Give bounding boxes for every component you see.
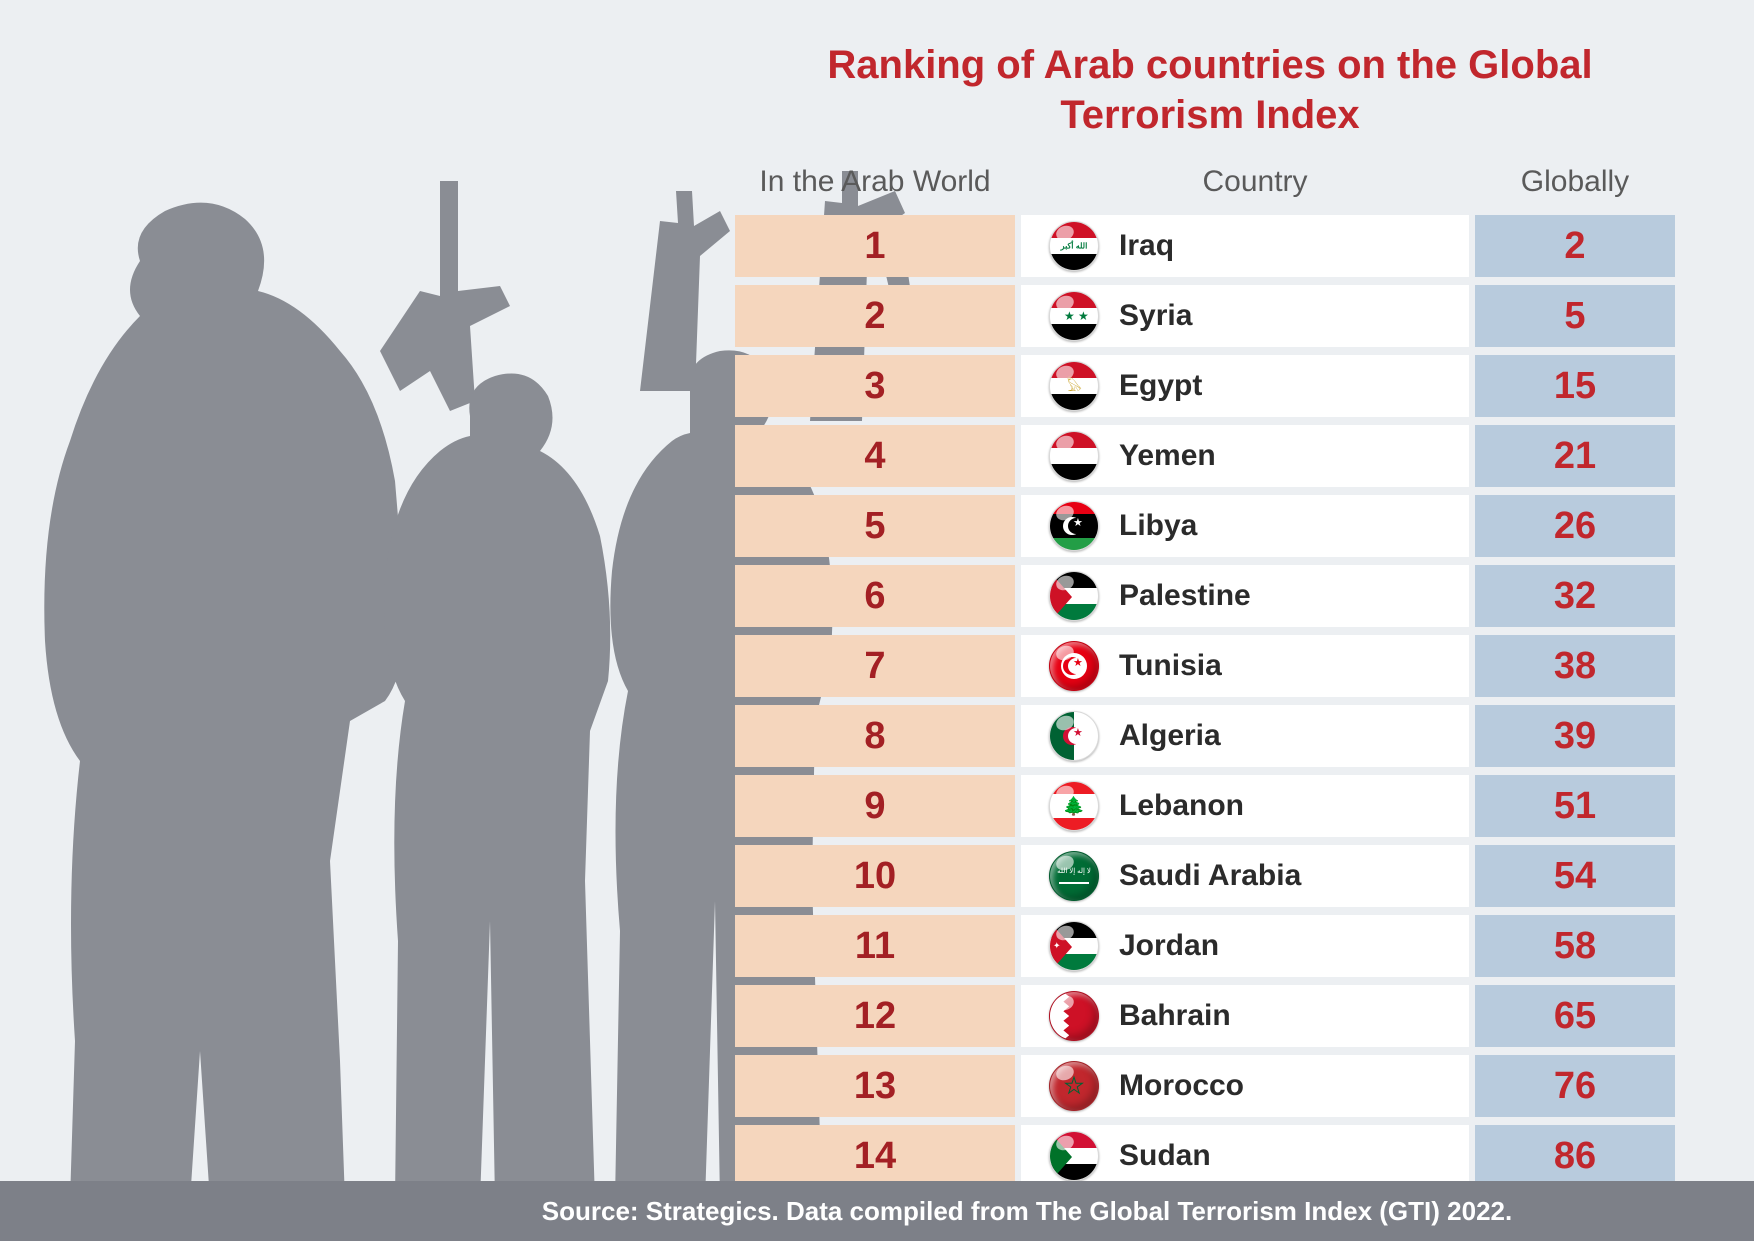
table-row: 4 Yemen 21 [735, 425, 1675, 487]
lebanon-flag-icon: 🌲 [1049, 781, 1099, 831]
yemen-flag-icon [1049, 431, 1099, 481]
country-cell: الله أكبر Iraq [1021, 215, 1469, 277]
country-name: Egypt [1119, 369, 1202, 403]
global-rank-cell: 39 [1475, 705, 1675, 767]
palestine-flag-icon [1049, 571, 1099, 621]
country-name: Palestine [1119, 579, 1251, 613]
sudan-flag-icon [1049, 1131, 1099, 1181]
arab-rank-cell: 11 [735, 915, 1015, 977]
tunisia-flag-icon: ★ [1049, 641, 1099, 691]
arab-rank-cell: 5 [735, 495, 1015, 557]
country-cell: Sudan [1021, 1125, 1469, 1187]
country-cell: Bahrain [1021, 985, 1469, 1047]
arab-rank-cell: 3 [735, 355, 1015, 417]
table-row: 3𓅃 Egypt 15 [735, 355, 1675, 417]
iraq-flag-icon: الله أكبر [1049, 221, 1099, 271]
country-cell: 🌲 Lebanon [1021, 775, 1469, 837]
table-row: 12 Bahrain 65 [735, 985, 1675, 1047]
morocco-flag-icon: ★ [1049, 1061, 1099, 1111]
country-name: Yemen [1119, 439, 1216, 473]
source-text: Source: Strategics. Data compiled from T… [542, 1196, 1512, 1227]
arab-rank-cell: 12 [735, 985, 1015, 1047]
table-row: 10 لا إله إلا الله Saudi Arabia 54 [735, 845, 1675, 907]
global-rank-cell: 5 [1475, 285, 1675, 347]
table-row: 14 Sudan 86 [735, 1125, 1675, 1187]
arab-rank-cell: 13 [735, 1055, 1015, 1117]
country-name: Sudan [1119, 1139, 1211, 1173]
global-rank-cell: 54 [1475, 845, 1675, 907]
header-globally: Globally [1475, 165, 1675, 199]
egypt-flag-icon: 𓅃 [1049, 361, 1099, 411]
country-name: Tunisia [1119, 649, 1222, 683]
global-rank-cell: 76 [1475, 1055, 1675, 1117]
country-cell: ★ Tunisia [1021, 635, 1469, 697]
country-cell: 𓅃 Egypt [1021, 355, 1469, 417]
table-row: 8 ★ Algeria 39 [735, 705, 1675, 767]
country-name: Algeria [1119, 719, 1221, 753]
table-row: 9 🌲 Lebanon 51 [735, 775, 1675, 837]
country-cell: ✦ Jordan [1021, 915, 1469, 977]
header-arab-world: In the Arab World [735, 165, 1015, 199]
header-country: Country [1015, 165, 1475, 199]
global-rank-cell: 51 [1475, 775, 1675, 837]
country-name: Lebanon [1119, 789, 1244, 823]
global-rank-cell: 86 [1475, 1125, 1675, 1187]
table-row: 2 ★★ Syria 5 [735, 285, 1675, 347]
table-row: 13 ★ Morocco 76 [735, 1055, 1675, 1117]
algeria-flag-icon: ★ [1049, 711, 1099, 761]
chart-title: Ranking of Arab countries on the Global … [820, 40, 1600, 140]
country-name: Iraq [1119, 229, 1174, 263]
arab-rank-cell: 6 [735, 565, 1015, 627]
arab-rank-cell: 10 [735, 845, 1015, 907]
country-cell: ★ Algeria [1021, 705, 1469, 767]
country-name: Syria [1119, 299, 1192, 333]
table-row: 11 ✦ Jordan 58 [735, 915, 1675, 977]
arab-rank-cell: 9 [735, 775, 1015, 837]
global-rank-cell: 21 [1475, 425, 1675, 487]
global-rank-cell: 32 [1475, 565, 1675, 627]
table-headers: In the Arab World Country Globally [735, 165, 1675, 199]
libya-flag-icon: ★ [1049, 501, 1099, 551]
source-footer: Source: Strategics. Data compiled from T… [0, 1181, 1754, 1241]
country-cell: ★★ Syria [1021, 285, 1469, 347]
arab-rank-cell: 14 [735, 1125, 1015, 1187]
country-name: Morocco [1119, 1069, 1244, 1103]
global-rank-cell: 26 [1475, 495, 1675, 557]
bahrain-flag-icon [1049, 991, 1099, 1041]
country-cell: ★ Morocco [1021, 1055, 1469, 1117]
ranking-table: 1الله أكبرIraq22★★Syria53𓅃Egypt154Yemen2… [735, 215, 1675, 1195]
country-name: Bahrain [1119, 999, 1231, 1033]
table-row: 5 ★ Libya 26 [735, 495, 1675, 557]
global-rank-cell: 58 [1475, 915, 1675, 977]
jordan-flag-icon: ✦ [1049, 921, 1099, 971]
global-rank-cell: 65 [1475, 985, 1675, 1047]
country-name: Libya [1119, 509, 1197, 543]
global-rank-cell: 2 [1475, 215, 1675, 277]
arab-rank-cell: 7 [735, 635, 1015, 697]
arab-rank-cell: 2 [735, 285, 1015, 347]
syria-flag-icon: ★★ [1049, 291, 1099, 341]
global-rank-cell: 15 [1475, 355, 1675, 417]
table-row: 1 الله أكبر Iraq 2 [735, 215, 1675, 277]
arab-rank-cell: 4 [735, 425, 1015, 487]
saudi-flag-icon: لا إله إلا الله [1049, 851, 1099, 901]
country-cell: لا إله إلا الله Saudi Arabia [1021, 845, 1469, 907]
table-row: 7 ★ Tunisia 38 [735, 635, 1675, 697]
country-cell: Yemen [1021, 425, 1469, 487]
arab-rank-cell: 1 [735, 215, 1015, 277]
global-rank-cell: 38 [1475, 635, 1675, 697]
country-name: Jordan [1119, 929, 1219, 963]
country-cell: ★ Libya [1021, 495, 1469, 557]
arab-rank-cell: 8 [735, 705, 1015, 767]
country-cell: Palestine [1021, 565, 1469, 627]
table-row: 6 Palestine 32 [735, 565, 1675, 627]
country-name: Saudi Arabia [1119, 859, 1301, 893]
